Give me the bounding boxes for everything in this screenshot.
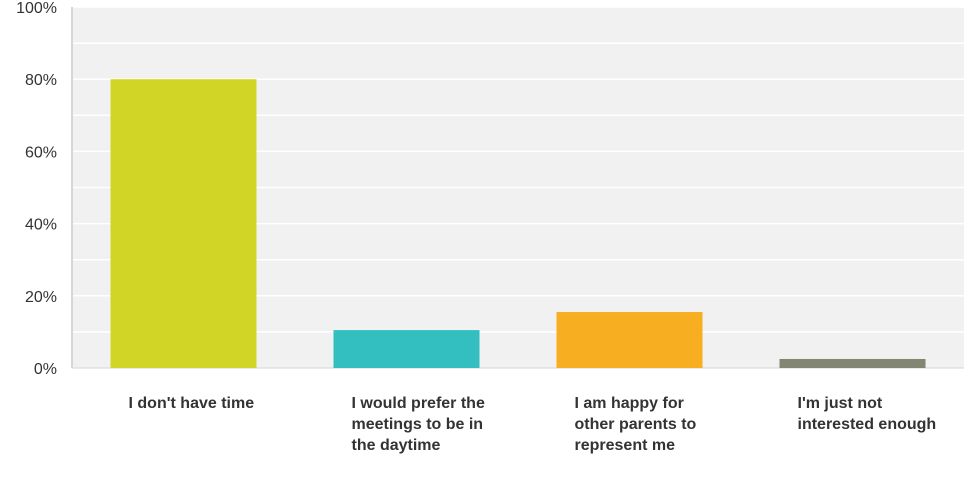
x-tick-label: I would prefer the meetings to be in the… <box>351 395 485 454</box>
bar <box>556 312 703 368</box>
y-tick-label: 0% <box>34 361 57 378</box>
bar <box>333 330 480 368</box>
y-tick-label: 20% <box>25 289 57 306</box>
x-tick-label: I am happy for other parents to represen… <box>574 395 697 454</box>
bar <box>779 358 926 368</box>
x-tick-label: I'm just not interested enough <box>797 395 937 433</box>
y-tick-label: 40% <box>25 217 57 234</box>
y-tick-label: 60% <box>25 144 57 161</box>
x-tick-label: I don't have time <box>128 395 255 412</box>
y-tick-label: 80% <box>25 72 57 89</box>
y-tick-label: 100% <box>16 0 57 17</box>
bar <box>110 79 257 368</box>
